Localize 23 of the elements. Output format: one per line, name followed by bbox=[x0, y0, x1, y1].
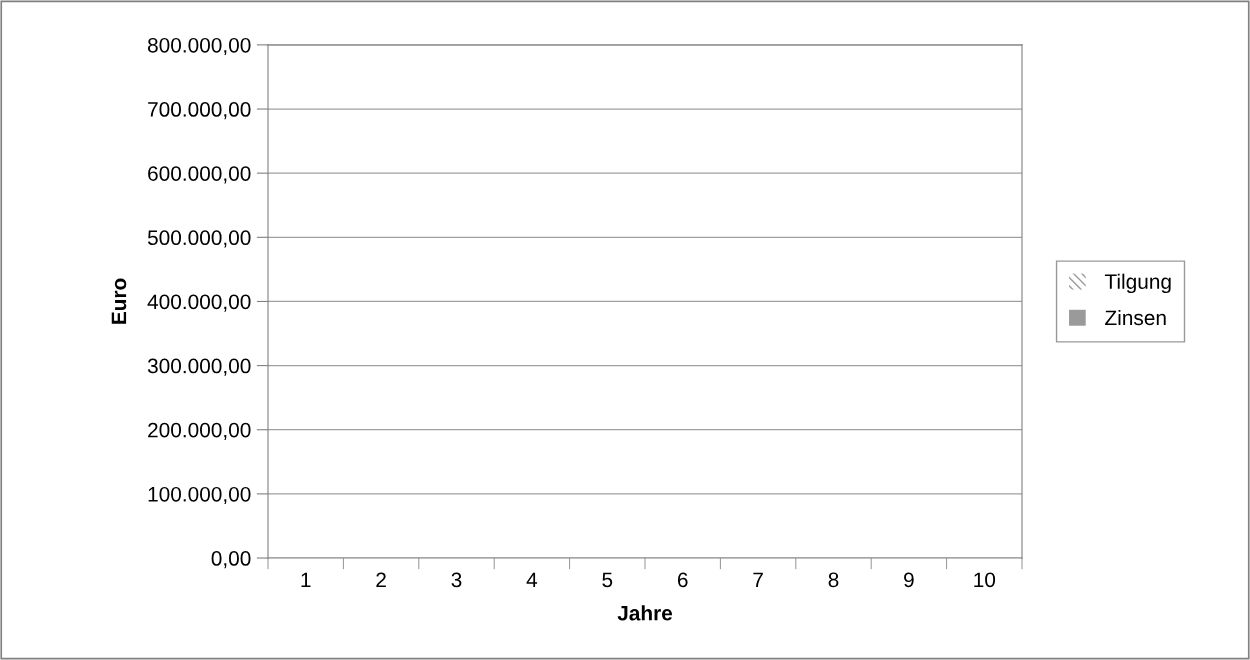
x-tick-label: 9 bbox=[904, 572, 914, 588]
x-tick-label: 7 bbox=[753, 572, 763, 588]
y-tick-label: 300.000,00 bbox=[147, 358, 251, 376]
x-tick-label: 4 bbox=[526, 572, 538, 588]
y-tick-label: 400.000,00 bbox=[147, 294, 251, 312]
y-tick-label: 200.000,00 bbox=[148, 422, 251, 440]
y-tick-label: 800.000,00 bbox=[147, 37, 251, 56]
y-tick-label: 0,00 bbox=[211, 551, 251, 569]
x-tick-label: 10 bbox=[974, 572, 996, 588]
x-axis-title: Jahre bbox=[617, 605, 673, 621]
y-tick-label: 600.000,00 bbox=[148, 166, 251, 184]
x-tick-label: 1 bbox=[301, 572, 311, 588]
x-tick-label: 8 bbox=[828, 572, 839, 588]
x-tick-label: 3 bbox=[451, 572, 462, 588]
x-tick-label: 6 bbox=[677, 572, 688, 588]
y-tick-label: 500.000,00 bbox=[147, 230, 251, 248]
legend-label: Zinsen bbox=[1105, 309, 1166, 326]
x-tick-label: 5 bbox=[602, 572, 613, 588]
y-tick-label: 700.000,00 bbox=[148, 102, 251, 120]
legend-label: Tilgung bbox=[1104, 273, 1171, 294]
y-axis-title: Euro bbox=[111, 278, 127, 324]
x-tick-label: 2 bbox=[376, 572, 386, 588]
y-tick-label: 100.000,00 bbox=[148, 486, 251, 505]
